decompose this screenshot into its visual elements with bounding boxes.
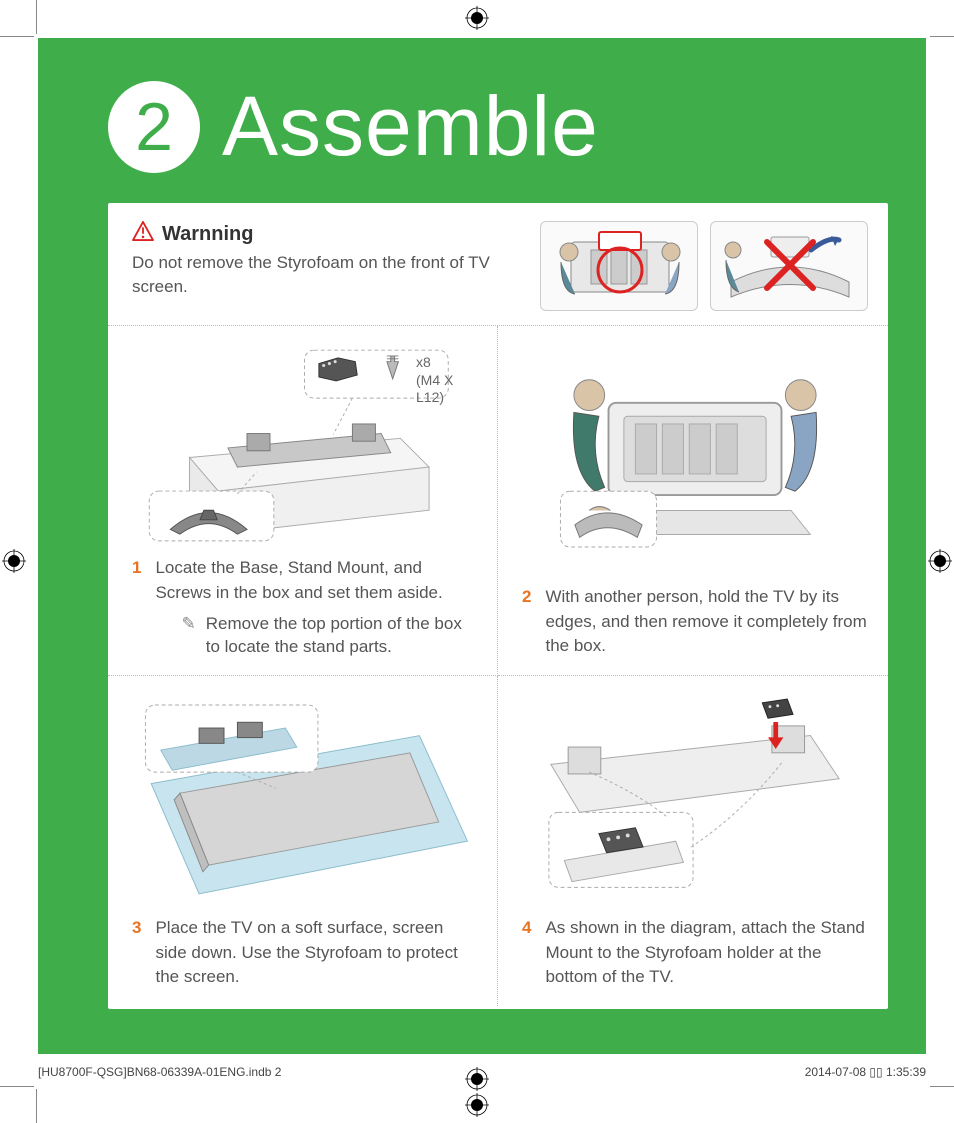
warning-illustration-incorrect [710,221,868,311]
warning-text: Warnning Do not remove the Styrofoam on … [132,221,522,311]
step-3-body: Place the TV on a soft surface, screen s… [155,916,477,990]
screw-qty-label: x8 (M4 X L12) [416,354,477,407]
step-4-text: 4 As shown in the diagram, attach the St… [522,916,868,990]
step-number-badge: 2 [108,81,200,173]
crop-line [0,36,34,37]
step-2-number: 2 [522,585,531,659]
warning-illustration-correct [540,221,698,311]
step-4-body: As shown in the diagram, attach the Stan… [545,916,868,990]
registration-mark-icon [2,549,26,573]
crop-line [930,1086,954,1087]
crop-line [36,1089,37,1123]
step-number: 2 [135,93,173,161]
step-1-note-text: Remove the top portion of the box to loc… [206,612,477,660]
step-3-number: 3 [132,916,141,990]
registration-mark-icon [465,6,489,30]
step-3-text: 3 Place the TV on a soft surface, screen… [132,916,477,990]
step-3-illustration [132,690,477,906]
step-cell-2: 2 With another person, hold the TV by it… [498,326,888,676]
step-4-number: 4 [522,916,531,990]
page-title: Assemble [222,78,599,175]
step-1-note: ✎ Remove the top portion of the box to l… [155,612,477,660]
registration-mark-icon [465,1067,481,1083]
step-2-text: 2 With another person, hold the TV by it… [522,585,868,659]
crop-line [36,0,37,34]
warning-row: Warnning Do not remove the Styrofoam on … [108,203,888,326]
crop-line [930,36,954,37]
warning-triangle-icon [132,221,154,247]
warning-label: Warnning [162,223,253,246]
step-1-illustration: x8 (M4 X L12) [132,340,477,546]
footer-datetime: 2014-07-08 ▯▯ 1:35:39 [805,1065,926,1079]
step-cell-1: x8 (M4 X L12) 1 Locate the Base, Stand M… [108,326,498,676]
content-card: Warnning Do not remove the Styrofoam on … [108,203,888,1009]
step-1-number: 1 [132,556,141,659]
note-icon: ✎ [181,612,195,660]
warning-title: Warnning [132,221,522,247]
step-1-text: 1 Locate the Base, Stand Mount, and Scre… [132,556,477,659]
crop-line [0,1086,34,1087]
warning-body: Do not remove the Styrofoam on the front… [132,251,522,299]
step-cell-3: 3 Place the TV on a soft surface, screen… [108,676,498,1006]
registration-mark-icon [928,549,952,573]
step-2-illustration [522,340,868,575]
step-4-illustration [522,690,868,906]
footer-filename: [HU8700F-QSG]BN68-06339A-01ENG.indb 2 [38,1065,281,1079]
registration-mark-icon [465,1093,489,1117]
page-panel: 2 Assemble Warnning Do not remove the St… [38,38,926,1054]
warning-illustrations [540,221,868,311]
step-cell-4: 4 As shown in the diagram, attach the St… [498,676,888,1006]
steps-grid: x8 (M4 X L12) 1 Locate the Base, Stand M… [108,326,888,1006]
step-2-body: With another person, hold the TV by its … [545,585,868,659]
page-header: 2 Assemble [108,78,888,175]
step-1-body: Locate the Base, Stand Mount, and Screws… [155,558,442,602]
